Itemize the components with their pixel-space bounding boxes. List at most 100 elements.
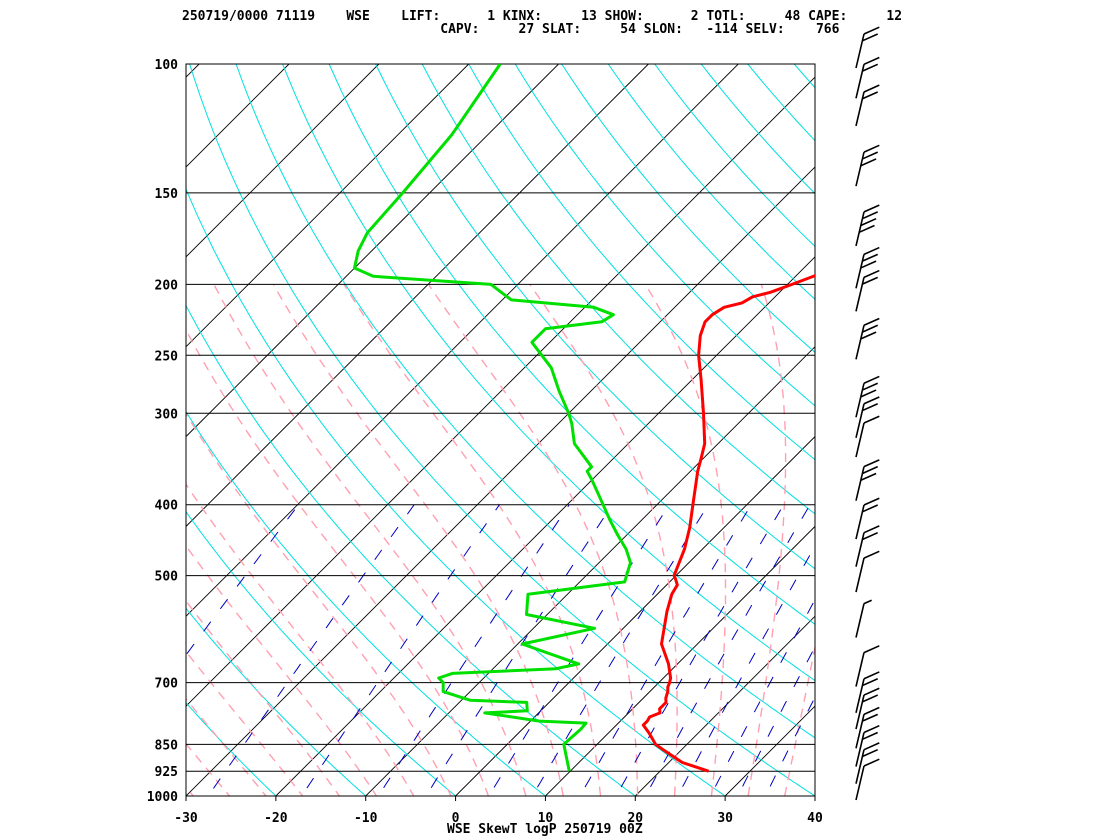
wind-barb-flag: [862, 33, 879, 42]
mixing-ratio-line: [377, 504, 570, 796]
wind-barb: [855, 204, 880, 247]
pressure-label: 850: [155, 738, 179, 753]
dry-adiabat: [186, 510, 457, 796]
isotherm: [545, 525, 815, 796]
wind-barb-flag: [863, 497, 880, 506]
moist-adiabat: [644, 284, 727, 796]
mixing-ratio-line: [709, 598, 815, 796]
isotherm: [186, 76, 815, 707]
wind-barb-flag: [862, 713, 879, 722]
moist-adiabat: [186, 742, 231, 796]
wind-barb-flag: [863, 56, 880, 66]
dry-adiabat: [514, 64, 815, 407]
wind-barb-flag: [863, 415, 880, 424]
wind-barb-staff: [855, 714, 865, 749]
wind-barb: [855, 706, 880, 749]
header-line-1: 250719/0000 71119 WSE LIFT: 1 KINX: 13 S…: [182, 9, 903, 24]
wind-barb-flag: [863, 375, 880, 384]
wind-barb-flag: [860, 158, 877, 167]
mixing-ratio-line: [677, 545, 815, 796]
mixing-ratio-line: [737, 645, 815, 796]
mixing-ratio-line: [615, 504, 785, 796]
wind-barb-flag: [860, 472, 877, 481]
dry-adiabat: [918, 48, 1120, 812]
wind-barb: [855, 497, 880, 540]
wind-barb: [855, 415, 880, 458]
isotherm: [186, 64, 470, 348]
wind-barb-staff: [855, 211, 865, 247]
isotherm: [365, 346, 815, 796]
dry-adiabat: [793, 64, 815, 89]
wind-barb: [855, 317, 880, 360]
wind-barb-flag: [863, 269, 880, 279]
wind-barb-flag: [863, 525, 880, 534]
dry-adiabat: [186, 304, 637, 796]
wind-barb-staff: [855, 277, 865, 312]
wind-barb-flag: [862, 382, 879, 391]
pressure-label: 150: [155, 187, 179, 202]
moist-adiabat: [213, 284, 527, 796]
wind-barb-staff: [855, 151, 865, 187]
chart-caption: WSE SkewT logP 250719 00Z: [447, 822, 643, 837]
wind-barb-flag: [863, 758, 880, 767]
dry-adiabat: [747, 64, 815, 142]
wind-barb-flag: [863, 317, 880, 327]
mixing-ratio-line: [531, 504, 709, 796]
wind-barb-flag: [860, 260, 877, 269]
wind-barb-flag: [863, 742, 880, 751]
dry-adiabat: [328, 64, 815, 625]
wind-barb-staff: [855, 749, 865, 784]
wind-barb: [855, 269, 880, 312]
frame-border: [185, 63, 816, 797]
wind-barb-flag: [860, 217, 877, 227]
mixing-ratio-line: [764, 696, 815, 796]
wind-barb: [855, 84, 880, 127]
wind-barb-flag: [863, 246, 880, 256]
wind-barb-flag: [863, 84, 880, 93]
x-tick-label: -30: [174, 811, 198, 826]
wind-barb-flag: [863, 706, 880, 716]
wind-barb: [855, 525, 880, 567]
isotherm: [455, 435, 815, 796]
wind-barb-staff: [855, 466, 865, 501]
isotherm: [724, 705, 815, 796]
moist-adiabat: [529, 283, 678, 796]
wind-barb-flag: [863, 26, 880, 35]
pressure-label: 700: [155, 677, 179, 692]
mixing-ratio-line: [425, 504, 613, 796]
x-tick-label: 40: [807, 811, 823, 826]
wind-barb: [855, 396, 880, 438]
wind-barb-staff: [855, 652, 865, 687]
wind-barb-flag: [862, 748, 879, 758]
dry-adiabat: [186, 607, 367, 796]
dry-adiabat: [186, 187, 726, 796]
wind-barb-flag: [860, 389, 877, 398]
wind-barb-flag: [863, 599, 872, 605]
x-tick-label: -10: [354, 811, 378, 826]
isotherm: [186, 64, 290, 168]
dry-adiabat: [872, 48, 1120, 812]
wind-barb-staff: [855, 64, 865, 99]
wind-barb-flag: [863, 144, 880, 153]
isotherm: [186, 64, 380, 258]
wind-barb-flag: [862, 324, 879, 333]
moist-adiabat: [186, 412, 452, 796]
x-tick-label: 0: [452, 811, 460, 826]
dry-adiabat: [468, 64, 815, 461]
moist-adiabat: [747, 284, 787, 796]
dry-adiabat: [186, 701, 277, 796]
wind-barb-staff: [855, 603, 865, 638]
wind-barb-staff: [855, 678, 865, 713]
dry-adiabat: [375, 64, 815, 570]
wind-barb-staff: [855, 403, 865, 438]
wind-barb-staff: [855, 325, 865, 360]
wind-barb-flag: [862, 276, 879, 285]
pressure-label: 200: [155, 278, 179, 293]
moist-adiabat: [186, 544, 378, 796]
wind-barb: [855, 742, 880, 784]
pressure-label: 1000: [147, 790, 178, 805]
plot-frame: [185, 63, 816, 797]
mixing-ratio-line: [186, 504, 299, 656]
dry-adiabat: [235, 64, 815, 739]
